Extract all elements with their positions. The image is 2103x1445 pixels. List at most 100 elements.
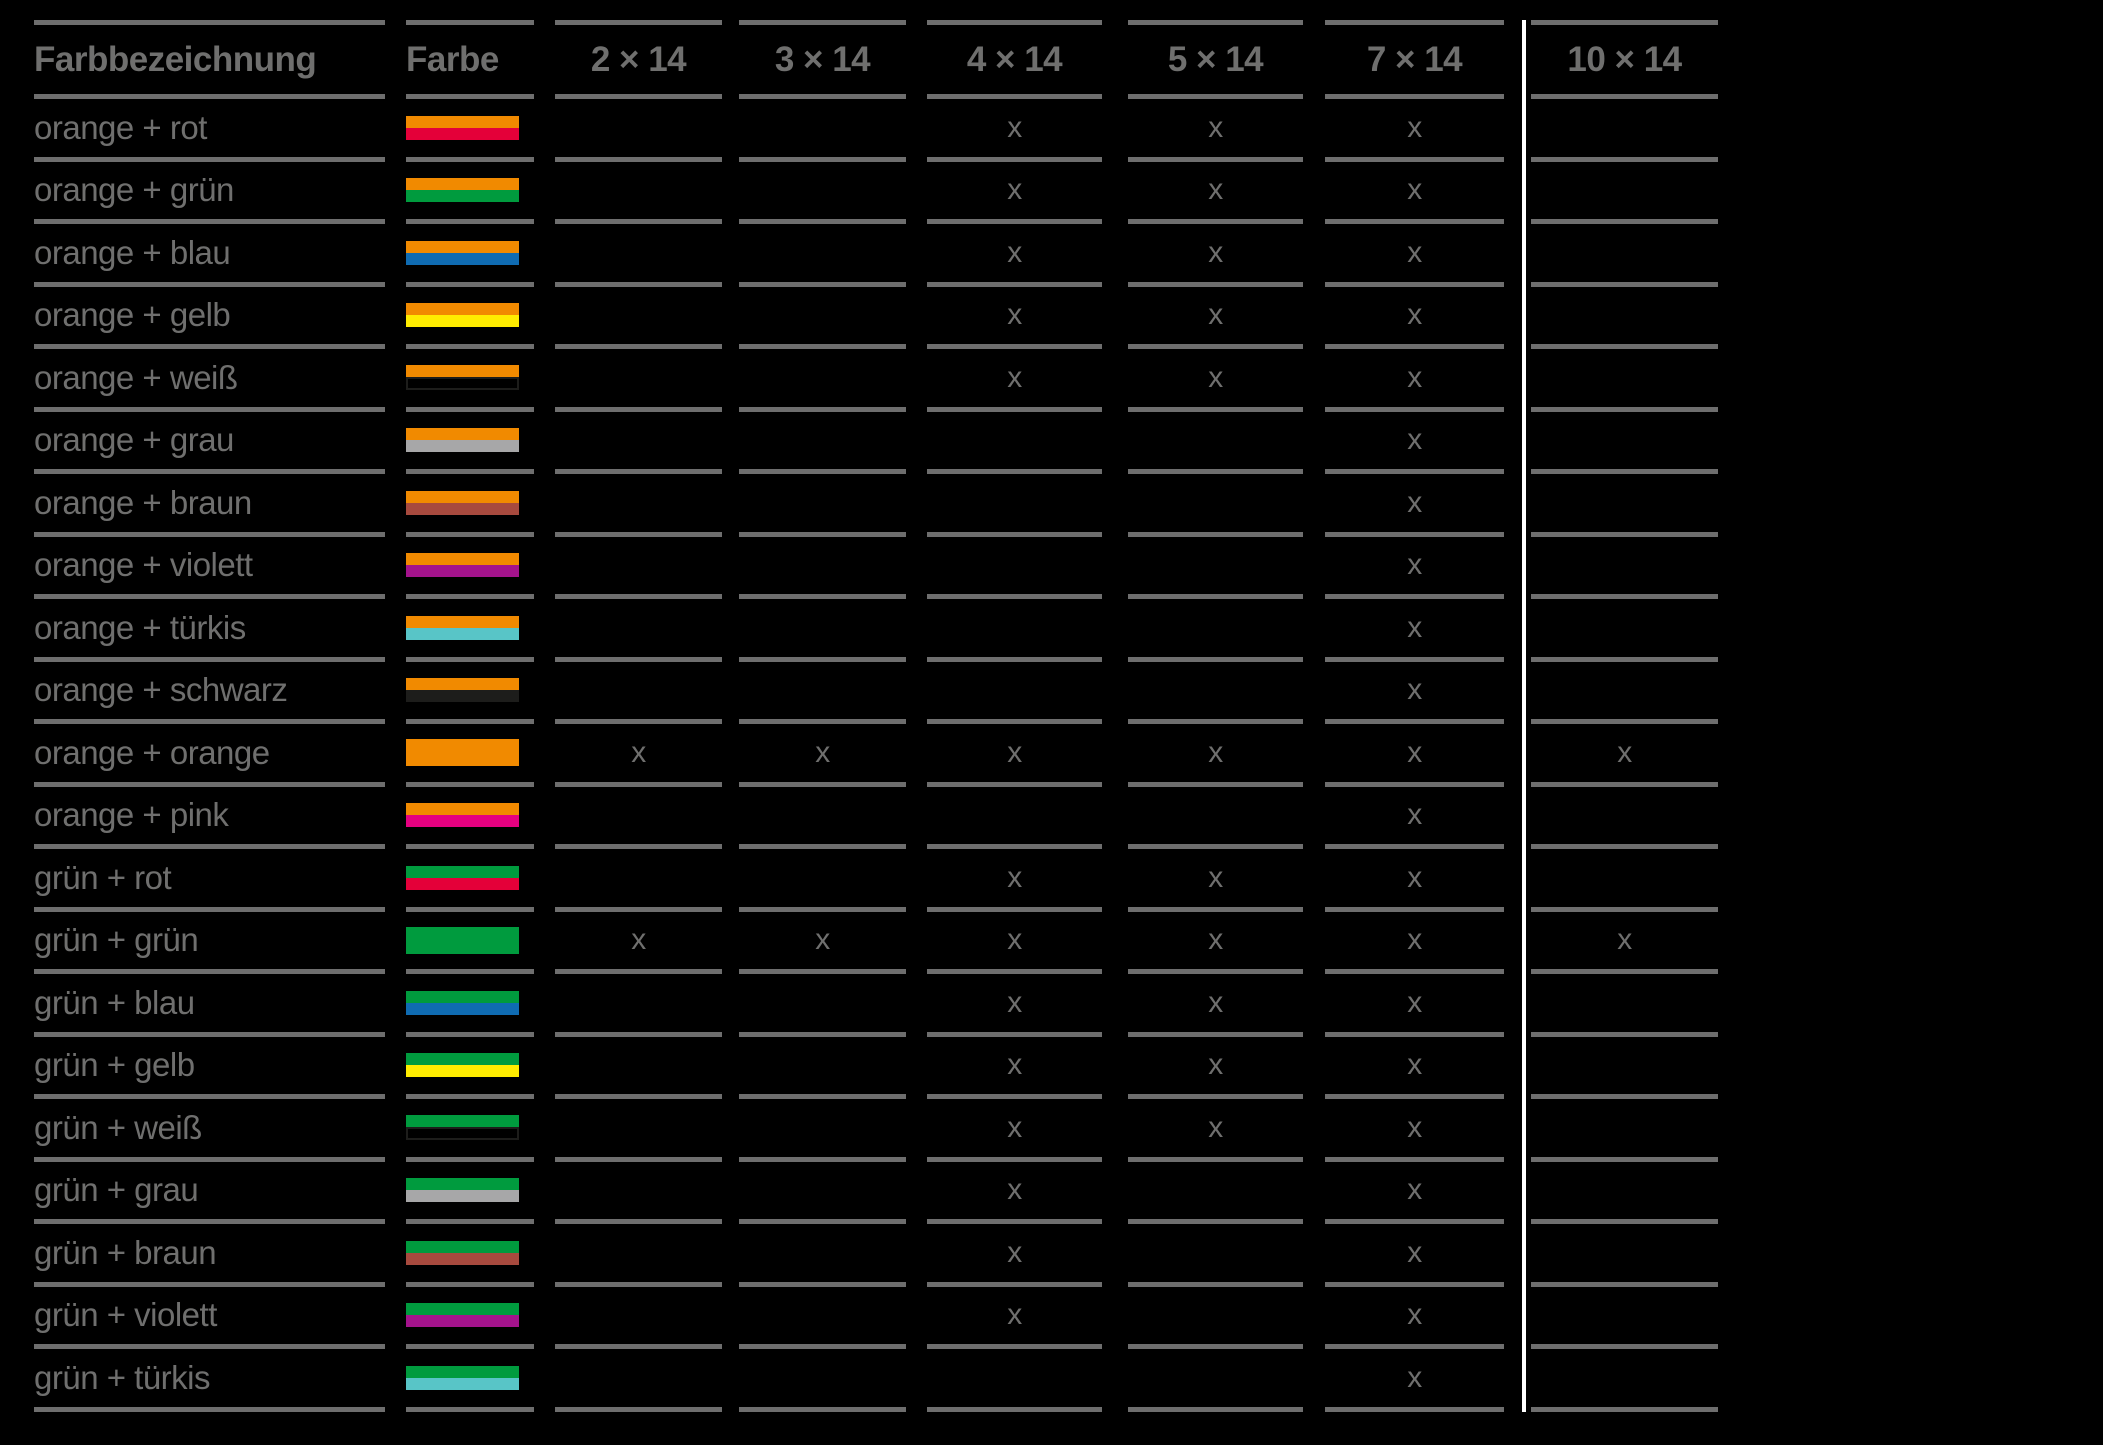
- availability-cell: x: [1325, 469, 1504, 532]
- color-combination-name: orange + grau: [34, 421, 234, 459]
- availability-x-mark: x: [1208, 1048, 1223, 1082]
- availability-cell: x: [927, 844, 1102, 907]
- availability-x-mark: x: [1407, 1235, 1422, 1269]
- row-label-gruen-gelb: grün + gelb: [34, 1031, 385, 1095]
- highlight-column-separator: [1522, 20, 1526, 1412]
- availability-cell: x: [1325, 781, 1504, 845]
- availability-cell: x: [927, 1094, 1102, 1157]
- color-combination-name: grün + gelb: [34, 1046, 195, 1084]
- availability-x-mark: x: [1407, 1173, 1422, 1207]
- availability-x-mark: x: [1007, 923, 1022, 957]
- availability-cell: x: [1325, 156, 1504, 220]
- availability-cell: x: [1325, 344, 1504, 407]
- availability-x-mark: x: [1007, 985, 1022, 1019]
- column-header-size-2-14: 2 × 14: [555, 20, 722, 94]
- availability-cell: x: [927, 281, 1102, 345]
- color-combination-name: orange + blau: [34, 233, 231, 271]
- availability-cell: x: [1325, 1156, 1504, 1220]
- availability-cell: x: [1128, 281, 1303, 345]
- availability-x-mark: x: [1407, 860, 1422, 894]
- row-label-orange-gelb: orange + gelb: [34, 281, 385, 345]
- availability-cell: [555, 469, 722, 532]
- availability-cell: x: [927, 906, 1102, 970]
- color-swatch-cell: [406, 531, 534, 595]
- availability-x-mark: x: [1007, 1235, 1022, 1269]
- availability-cell: x: [739, 906, 906, 970]
- color-swatch-cell: [406, 344, 534, 407]
- color-swatch-orange-braun: [406, 490, 519, 515]
- availability-cell: [555, 1281, 722, 1345]
- column-header-label: 7 × 14: [1366, 39, 1463, 79]
- column-farbe: Farbe: [406, 20, 534, 1412]
- swatch-stripe-braun: [406, 502, 519, 515]
- availability-cell: [1531, 1094, 1718, 1157]
- swatch-stripe-gelb: [406, 1065, 519, 1078]
- availability-cell: x: [927, 1031, 1102, 1095]
- availability-cell: x: [1128, 969, 1303, 1032]
- availability-x-mark: x: [815, 735, 830, 769]
- availability-cell: [1531, 1344, 1718, 1407]
- swatch-stripe-blau: [406, 252, 519, 265]
- availability-cell: x: [1325, 219, 1504, 282]
- color-combination-name: grün + violett: [34, 1296, 217, 1334]
- availability-cell: x: [927, 1219, 1102, 1282]
- availability-cell: [739, 156, 906, 220]
- color-swatch-cell: [406, 594, 534, 657]
- color-combination-name: orange + schwarz: [34, 671, 288, 709]
- availability-cell: [1128, 531, 1303, 595]
- availability-cell: x: [927, 969, 1102, 1032]
- swatch-stripe-grau: [406, 440, 519, 453]
- swatch-stripe-gruen: [406, 1115, 519, 1128]
- swatch-stripe-orange: [406, 803, 519, 816]
- swatch-stripe-gruen: [406, 1240, 519, 1253]
- availability-x-mark: x: [1007, 1173, 1022, 1207]
- availability-cell: [739, 844, 906, 907]
- color-swatch-orange-schwarz: [406, 678, 519, 703]
- column-header-size-5-14: 5 × 14: [1128, 20, 1303, 94]
- availability-x-mark: x: [1007, 1110, 1022, 1144]
- availability-cell: [555, 844, 722, 907]
- column-header-label: Farbbezeichnung: [34, 39, 317, 79]
- availability-x-mark: x: [1407, 985, 1422, 1019]
- availability-x-mark: x: [1208, 360, 1223, 394]
- color-swatch-cell: [406, 719, 534, 782]
- availability-cell: [555, 281, 722, 345]
- column-header-farbe: Farbe: [406, 20, 534, 94]
- color-swatch-gruen-braun: [406, 1240, 519, 1265]
- availability-x-mark: x: [1007, 235, 1022, 269]
- color-swatch-gruen-blau: [406, 990, 519, 1015]
- availability-cell: [555, 1031, 722, 1095]
- column-header-size-3-14: 3 × 14: [739, 20, 906, 94]
- color-swatch-cell: [406, 469, 534, 532]
- color-swatch-orange-grau: [406, 428, 519, 453]
- column-header-label: Farbe: [406, 39, 499, 79]
- availability-cell: x: [1128, 906, 1303, 970]
- swatch-stripe-weiss: [406, 1127, 519, 1141]
- color-combination-name: grün + rot: [34, 858, 172, 896]
- availability-cell: [555, 781, 722, 845]
- availability-cell: x: [1325, 406, 1504, 470]
- availability-cell: [555, 94, 722, 157]
- row-label-orange-gruen: orange + grün: [34, 156, 385, 220]
- column-header-size-10-14: 10 × 14: [1531, 20, 1718, 94]
- color-combination-name: grün + blau: [34, 983, 195, 1021]
- availability-cell: [739, 594, 906, 657]
- availability-cell: [739, 1031, 906, 1095]
- swatch-stripe-violett: [406, 565, 519, 578]
- row-label-orange-tuerkis: orange + türkis: [34, 594, 385, 657]
- availability-x-mark: x: [1208, 235, 1223, 269]
- availability-x-mark: x: [1407, 1360, 1422, 1394]
- availability-cell: x: [1128, 219, 1303, 282]
- availability-cell: [1531, 844, 1718, 907]
- color-swatch-orange-rot: [406, 115, 519, 140]
- availability-cell: [739, 531, 906, 595]
- availability-cell: x: [927, 344, 1102, 407]
- color-combination-name: grün + grau: [34, 1171, 199, 1209]
- availability-cell: [1531, 406, 1718, 470]
- row-label-orange-grau: orange + grau: [34, 406, 385, 470]
- availability-cell: x: [1325, 594, 1504, 657]
- availability-cell: x: [1325, 1094, 1504, 1157]
- row-label-orange-rot: orange + rot: [34, 94, 385, 157]
- availability-x-mark: x: [1617, 735, 1632, 769]
- column-header-label: 4 × 14: [966, 39, 1063, 79]
